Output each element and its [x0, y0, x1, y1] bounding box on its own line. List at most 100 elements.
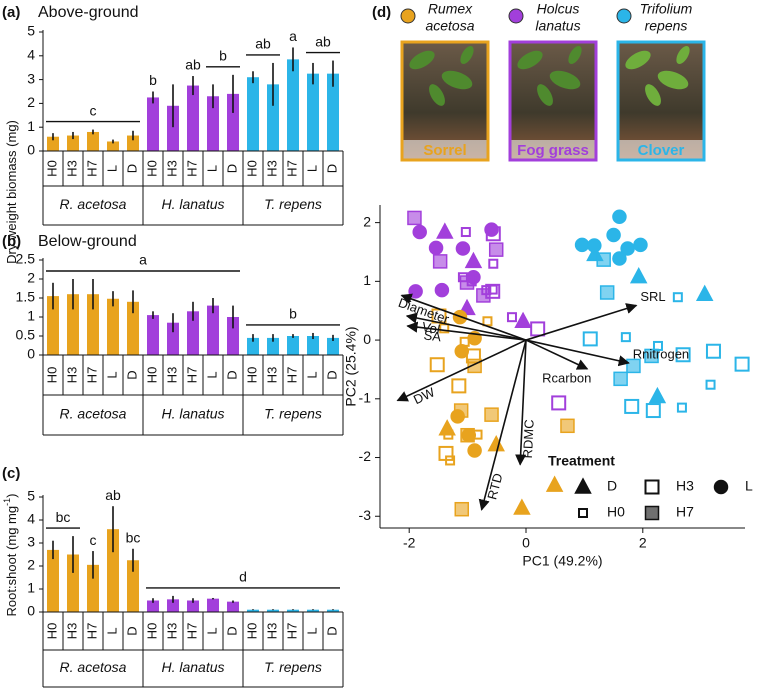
bar — [247, 77, 259, 151]
x-tick-label: H7 — [184, 623, 199, 640]
bar — [67, 554, 79, 612]
group-label: T. repens — [264, 406, 322, 422]
significance-letter: b — [149, 72, 157, 88]
point — [629, 267, 648, 284]
point — [624, 398, 640, 414]
point — [476, 288, 491, 303]
point — [459, 275, 475, 290]
y-tick-label: 0 — [27, 346, 35, 362]
y-tick-label: 4 — [27, 511, 35, 527]
x-axis-label: PC1 (49.2%) — [522, 553, 602, 569]
y-tick-label: -3 — [359, 507, 372, 523]
bar — [247, 337, 259, 355]
x-tick-label: H0 — [44, 160, 59, 177]
y-tick-label: 1 — [27, 580, 35, 596]
photo-caption-bg — [618, 140, 704, 160]
legend-marker — [578, 508, 588, 518]
y-tick-label: 5 — [27, 488, 35, 504]
y-tick-label: 1 — [363, 272, 371, 288]
bar — [187, 85, 199, 151]
leaf — [657, 70, 689, 90]
x-tick-label: H0 — [244, 623, 259, 640]
group-label: T. repens — [264, 659, 322, 675]
bar — [327, 609, 339, 612]
x-tick-label: D — [124, 164, 139, 173]
species-name: Rumex — [428, 1, 473, 17]
point — [675, 347, 691, 363]
point — [460, 227, 471, 238]
leaf — [549, 70, 581, 90]
point — [513, 498, 531, 515]
y-tick-label: 0.5 — [16, 327, 36, 343]
point — [459, 336, 470, 347]
leaf — [537, 84, 553, 106]
x-tick-label: H0 — [144, 367, 159, 384]
bar — [267, 84, 279, 151]
point — [488, 258, 499, 269]
y-tick-label: 1 — [27, 308, 35, 324]
point — [445, 455, 456, 466]
legend-marker — [644, 505, 660, 521]
leaf — [645, 84, 661, 106]
bar — [47, 296, 59, 355]
y-axis-label: Dry weight biomass (mg) — [4, 120, 19, 264]
bar — [227, 93, 239, 151]
bar — [247, 609, 259, 612]
species-name: lanatus — [535, 18, 580, 34]
leaf — [441, 70, 473, 90]
point — [606, 227, 621, 243]
point — [432, 254, 448, 269]
point — [436, 222, 454, 239]
loading-label: DW — [411, 384, 438, 407]
significance-letter: bc — [126, 529, 141, 545]
significance-letter: d — [239, 569, 247, 585]
y-axis-label-text: Dry weight biomass (mg) — [4, 120, 19, 264]
y-tick-label: 5 — [27, 23, 35, 39]
x-tick-label: D — [224, 164, 239, 173]
leaf — [429, 84, 445, 106]
point — [484, 407, 499, 422]
x-tick-label: H0 — [144, 160, 159, 177]
loading-arrow — [525, 339, 589, 370]
x-tick-label: D — [124, 370, 139, 379]
y-tick-label: -1 — [359, 390, 372, 406]
loading-arrow — [515, 340, 527, 466]
x-tick-label: D — [324, 626, 339, 635]
y-tick-label: 3 — [27, 70, 35, 86]
x-tick-label: D — [324, 164, 339, 173]
bar — [207, 598, 219, 612]
y-tick-label: 1 — [27, 118, 35, 134]
panel-title: Above-ground — [38, 4, 139, 21]
y-axis-label-end: ) — [4, 494, 19, 498]
significance-letter: a — [139, 252, 147, 268]
point — [734, 356, 750, 372]
y-tick-label: 0 — [363, 331, 371, 347]
point — [460, 427, 475, 443]
point — [428, 240, 444, 256]
significance-letter: b — [219, 48, 227, 64]
point — [429, 357, 445, 373]
bar — [87, 131, 99, 151]
bar — [167, 105, 179, 151]
group-label: H. lanatus — [161, 406, 224, 422]
bar — [287, 609, 299, 612]
loading-label: RTD — [484, 472, 505, 501]
panel-label: (c) — [2, 465, 20, 482]
point — [453, 403, 469, 418]
significance-letter: b — [289, 306, 297, 322]
legend-title: Treatment — [548, 453, 615, 469]
significance-letter: c — [90, 102, 97, 118]
significance-letter: c — [90, 532, 97, 548]
bar — [267, 609, 279, 612]
x-tick-label: H0 — [144, 623, 159, 640]
species-name: acetosa — [425, 18, 474, 34]
bar — [287, 336, 299, 355]
bar — [147, 600, 159, 612]
point — [633, 237, 648, 253]
x-tick-label: L — [204, 627, 219, 634]
point — [645, 403, 661, 419]
loading-label: SRL — [640, 289, 665, 304]
y-axis-label-text: Root:shoot (mg mg — [4, 506, 19, 617]
point — [514, 311, 532, 329]
